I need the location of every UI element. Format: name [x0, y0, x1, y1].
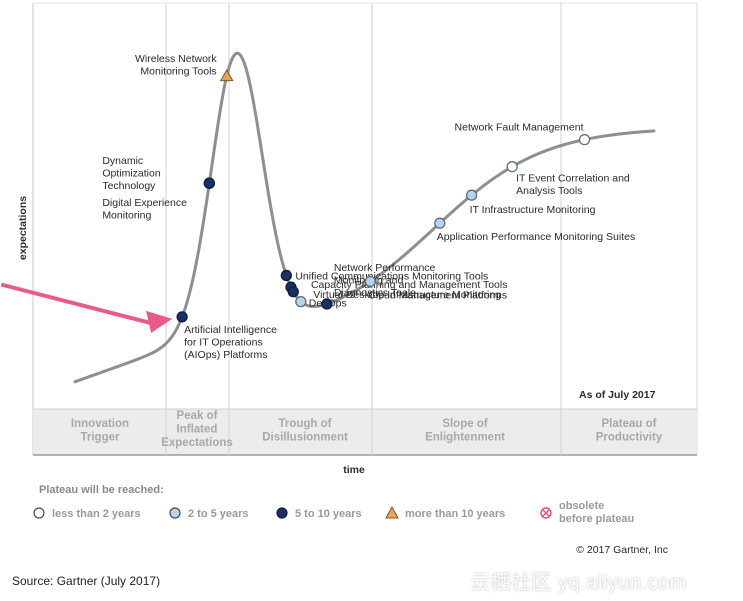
- legend-title: Plateau will be reached:: [39, 484, 164, 496]
- phase-label-5: Productivity: [596, 432, 663, 444]
- tech-label-1: Monitoring Tools: [140, 66, 216, 78]
- legend-marker-4: [385, 505, 399, 519]
- tech-label-4: (AIOps) Platforms: [184, 349, 267, 361]
- phase-label-4: Enlightenment: [425, 432, 505, 444]
- tech-label-3: Monitoring: [102, 210, 151, 222]
- tech-label-9: Network Performance: [334, 262, 436, 274]
- phase-label-2: Expectations: [161, 437, 233, 449]
- tech-label-6: Capacity Planning and Management Tools: [311, 279, 508, 291]
- tech-marker-12: [465, 189, 478, 201]
- tech-label-13: IT Event Correlation and: [516, 173, 630, 185]
- copyright-label: © 2017 Gartner, Inc: [576, 544, 668, 556]
- y-axis-label: expectations: [17, 196, 29, 260]
- tech-label-1: Wireless Network: [135, 53, 217, 65]
- tech-label-11: Application Performance Monitoring Suite…: [437, 231, 635, 243]
- tech-marker-13: [506, 161, 518, 173]
- phase-label-3: Trough of: [278, 418, 331, 430]
- tech-label-14: Network Fault Management: [455, 122, 584, 134]
- tech-label-2: Optimization: [102, 168, 161, 180]
- legend-label-4: more than 10 years: [405, 508, 505, 520]
- phase-label-2: Peak of: [177, 410, 218, 422]
- legend-marker-1: [33, 507, 45, 519]
- tech-marker-3: [203, 177, 215, 189]
- legend-marker-3: [276, 507, 288, 519]
- tech-marker-7: [287, 286, 299, 298]
- hype-curve: [73, 51, 656, 384]
- phase-label-5: Plateau of: [602, 418, 657, 430]
- legend-label-5: before plateau: [559, 513, 634, 525]
- tech-marker-10: [364, 275, 376, 288]
- tech-label-7: Virtual Desktop Infrastructure Monitorin…: [313, 289, 501, 301]
- watermark: 云栖社区 yq.aliyun.com: [470, 572, 687, 594]
- tech-label-2: Dynamic: [102, 155, 143, 167]
- tech-label-5: Unified Communications Monitoring Tools: [295, 270, 488, 282]
- as-of-label: As of July 2017: [579, 389, 656, 401]
- tech-label-4: for IT Operations: [184, 336, 263, 348]
- tech-marker-1: [219, 69, 234, 82]
- tech-marker-4: [176, 311, 188, 323]
- tech-marker-9: [321, 298, 333, 310]
- phase-label-1: Trigger: [81, 432, 121, 444]
- phase-label-1: Innovation: [71, 418, 129, 430]
- tech-marker-14: [578, 133, 591, 146]
- legend-label-1: less than 2 years: [52, 508, 141, 520]
- tech-label-3: Digital Experience: [102, 197, 187, 209]
- tech-label-9: Diagnostics Tools: [334, 287, 416, 299]
- tech-label-4: Artificial Intelligence: [184, 324, 277, 336]
- tech-label-10: Cloud Management Platforms: [368, 289, 507, 301]
- legend-marker-2: [169, 507, 181, 519]
- phase-label-4: Slope of: [442, 418, 488, 430]
- highlight-arrow-shaft: [1, 283, 157, 326]
- phase-label-2: Inflated: [177, 424, 218, 436]
- tech-marker-5: [280, 269, 292, 282]
- legend-label-3: 5 to 10 years: [295, 508, 362, 520]
- tech-marker-8: [295, 295, 307, 308]
- phase-band: [33, 409, 697, 455]
- x-axis-label: time: [343, 464, 365, 476]
- tech-label-13: Analysis Tools: [516, 185, 582, 197]
- source-note: Source: Gartner (July 2017): [12, 574, 161, 588]
- legend-label-5: obsolete: [559, 500, 604, 512]
- legend-label-2: 2 to 5 years: [188, 508, 249, 520]
- legend-marker-5-cross: [542, 509, 550, 517]
- tech-label-12: IT Infrastructure Monitoring: [470, 204, 596, 216]
- tech-marker-11: [434, 217, 446, 229]
- highlight-arrow-head: [146, 310, 173, 333]
- phase-label-3: Disillusionment: [262, 432, 348, 444]
- tech-label-2: Technology: [102, 180, 156, 192]
